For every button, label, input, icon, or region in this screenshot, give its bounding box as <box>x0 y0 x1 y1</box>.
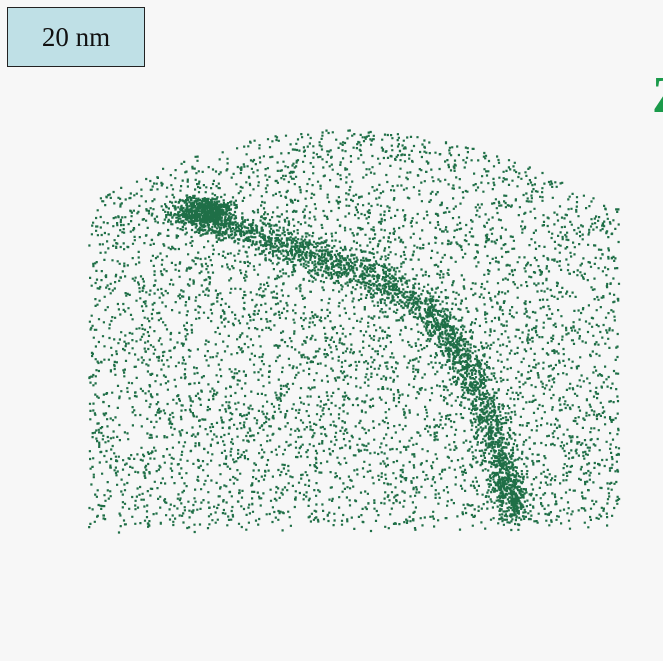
point-cloud <box>88 129 620 533</box>
scale-label: 20 nm <box>7 7 145 67</box>
viewer: 20 nm Z <box>0 0 663 661</box>
point-cloud-canvas <box>0 0 663 661</box>
axis-label: Z <box>652 70 663 122</box>
